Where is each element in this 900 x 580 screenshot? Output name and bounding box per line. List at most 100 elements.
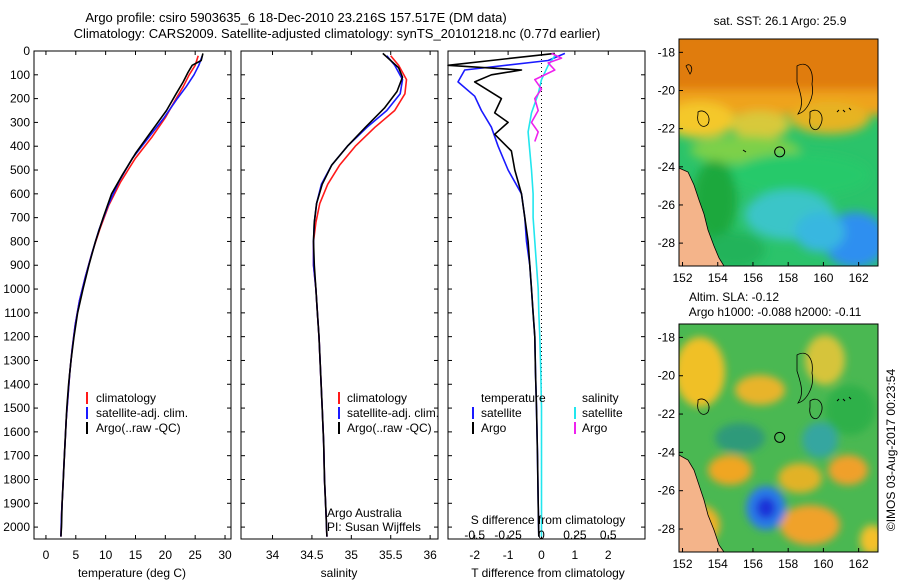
legend-label-satellite: satellite-adj. clim. (347, 406, 439, 420)
salinity-axes (240, 50, 439, 540)
difference-panel: -2 -1 0 1 2 S difference from climatology -0… (447, 50, 646, 580)
sst-map-image (679, 39, 878, 266)
reef-contour (697, 398, 710, 415)
map-y-tick-label: -28 (658, 522, 676, 536)
sla-map-heights: Argo h1000: -0.088 h2000: -0.11 (689, 305, 862, 319)
map-y-tick-label: -18 (658, 45, 676, 59)
float-position-marker (774, 146, 786, 158)
x-tick-label: 20 (159, 548, 173, 562)
temperature-xlabel: temperature (deg C) (78, 566, 186, 580)
legend-label-s-argo: Argo (582, 421, 608, 435)
series-line-argo (60, 53, 204, 537)
reef-contour (796, 63, 813, 115)
coastline-land (679, 167, 725, 266)
annotation-argo-australia: Argo Australia (327, 506, 402, 520)
reef-contour (836, 107, 852, 113)
coastline-land (679, 454, 725, 552)
legend-label-argo: Argo(..raw -QC) (347, 421, 432, 435)
depth-tick-label: 900 (10, 258, 30, 272)
reef-contour (796, 352, 813, 404)
map-x-tick-label: 154 (708, 271, 728, 285)
reef-contour (697, 110, 710, 127)
temperature-panel: 0 5 10 15 20 25 30 temperature (deg C) climato… (33, 50, 232, 580)
difference-legend: temperature satellite Argo salinity sate… (472, 391, 623, 435)
legend-title-salinity: salinity (582, 391, 619, 405)
legend-title-temperature: temperature (481, 391, 546, 405)
s-difference-label: S difference from climatology (471, 513, 626, 527)
map-x-tick-label: 158 (778, 557, 798, 571)
depth-tick-label: 100 (10, 68, 30, 82)
depth-tick-label: 1900 (3, 496, 30, 510)
map-y-tick-label: -24 (658, 160, 676, 174)
sla-map-panel: Altim. SLA: -0.12 Argo h1000: -0.088 h20… (658, 290, 879, 571)
x-tick-label: 0 (538, 548, 545, 562)
legend-label-t-satellite: satellite (481, 406, 522, 420)
float-position-marker (774, 431, 786, 443)
x-tick-label: 0 (43, 548, 50, 562)
temperature-axes (33, 50, 232, 540)
series-line-t-argo (447, 52, 555, 537)
map-x-tick-label: 156 (743, 271, 763, 285)
salinity-legend: climatology satellite-adj. clim. Argo(..… (338, 391, 439, 435)
legend-label-s-satellite: satellite (582, 406, 623, 420)
s-difference-tick-label: -0.5 (464, 528, 485, 542)
salinity-xlabel: salinity (321, 566, 358, 580)
map-y-tick-label: -18 (658, 330, 676, 344)
depth-tick-label: 800 (10, 234, 30, 248)
s-difference-tick-label: 0 (538, 528, 545, 542)
series-line-argo (312, 52, 404, 537)
map-x-tick-label: 154 (708, 557, 728, 571)
reef-contour (836, 396, 852, 402)
x-tick-label: 2 (605, 548, 612, 562)
legend-label-t-argo: Argo (481, 421, 507, 435)
sla-map-axes (678, 323, 879, 553)
depth-tick-label: 1400 (3, 377, 30, 391)
depth-tick-label: 2000 (3, 520, 30, 534)
salinity-panel: 34 34.5 35 35.5 36 salinity climatology sate… (240, 50, 439, 580)
map-y-tick-label: -22 (658, 407, 676, 421)
depth-tick-label: 0 (23, 44, 30, 58)
x-tick-label: 34 (266, 548, 280, 562)
map-y-tick-label: -26 (658, 198, 676, 212)
s-difference-tick-label: -0.25 (494, 528, 522, 542)
map-y-tick-label: -20 (658, 84, 676, 98)
map-y-tick-label: -20 (658, 369, 676, 383)
difference-axes (447, 50, 646, 540)
x-tick-label: -1 (503, 548, 514, 562)
depth-tick-label: 1200 (3, 330, 30, 344)
series-line-t-satellite (457, 52, 566, 537)
reef-contour (809, 109, 823, 131)
sla-map-title: Altim. SLA: -0.12 (689, 290, 779, 304)
sst-map-title: sat. SST: 26.1 Argo: 25.9 (714, 14, 847, 28)
x-tick-label: 5 (72, 548, 79, 562)
depth-tick-label: 600 (10, 187, 30, 201)
x-tick-label: 15 (129, 548, 143, 562)
sla-map-image (679, 324, 878, 552)
reef-contour (742, 149, 747, 153)
depth-tick-label: 700 (10, 211, 30, 225)
series-line-satellite (312, 55, 404, 537)
depth-tick-label: 1700 (3, 449, 30, 463)
figure-title-line2: Climatology: CARS2009. Satellite-adjuste… (74, 26, 601, 41)
map-x-tick-label: 152 (673, 271, 693, 285)
x-tick-label: 30 (218, 548, 232, 562)
map-x-tick-label: 158 (778, 271, 798, 285)
reef-contour (809, 398, 823, 420)
map-x-tick-label: 160 (813, 271, 833, 285)
sst-map-ticks: 152 154 156 158 160 162 -18 -20 -22 -24 -26 -28 (658, 45, 869, 285)
depth-tick-label: 1600 (3, 425, 30, 439)
map-y-tick-label: -26 (658, 484, 676, 498)
sst-map-panel: sat. SST: 26.1 Argo: 25.9 (658, 14, 879, 285)
annotation-pi: PI: Susan Wijffels (327, 520, 421, 534)
s-difference-tick-label: 0.5 (600, 528, 617, 542)
legend-label-climatology: climatology (96, 391, 156, 405)
imos-timestamp: ©IMOS 03-Aug-2017 00:23:54 (884, 369, 898, 532)
depth-tick-label: 200 (10, 92, 30, 106)
series-line-s-satellite (527, 55, 556, 537)
temperature-legend: climatology satellite-adj. clim. Argo(..… (86, 391, 188, 435)
series-line-s-argo (530, 52, 563, 142)
depth-tick-label: 1000 (3, 282, 30, 296)
x-tick-label: -2 (469, 548, 480, 562)
x-tick-label: 35 (345, 548, 359, 562)
